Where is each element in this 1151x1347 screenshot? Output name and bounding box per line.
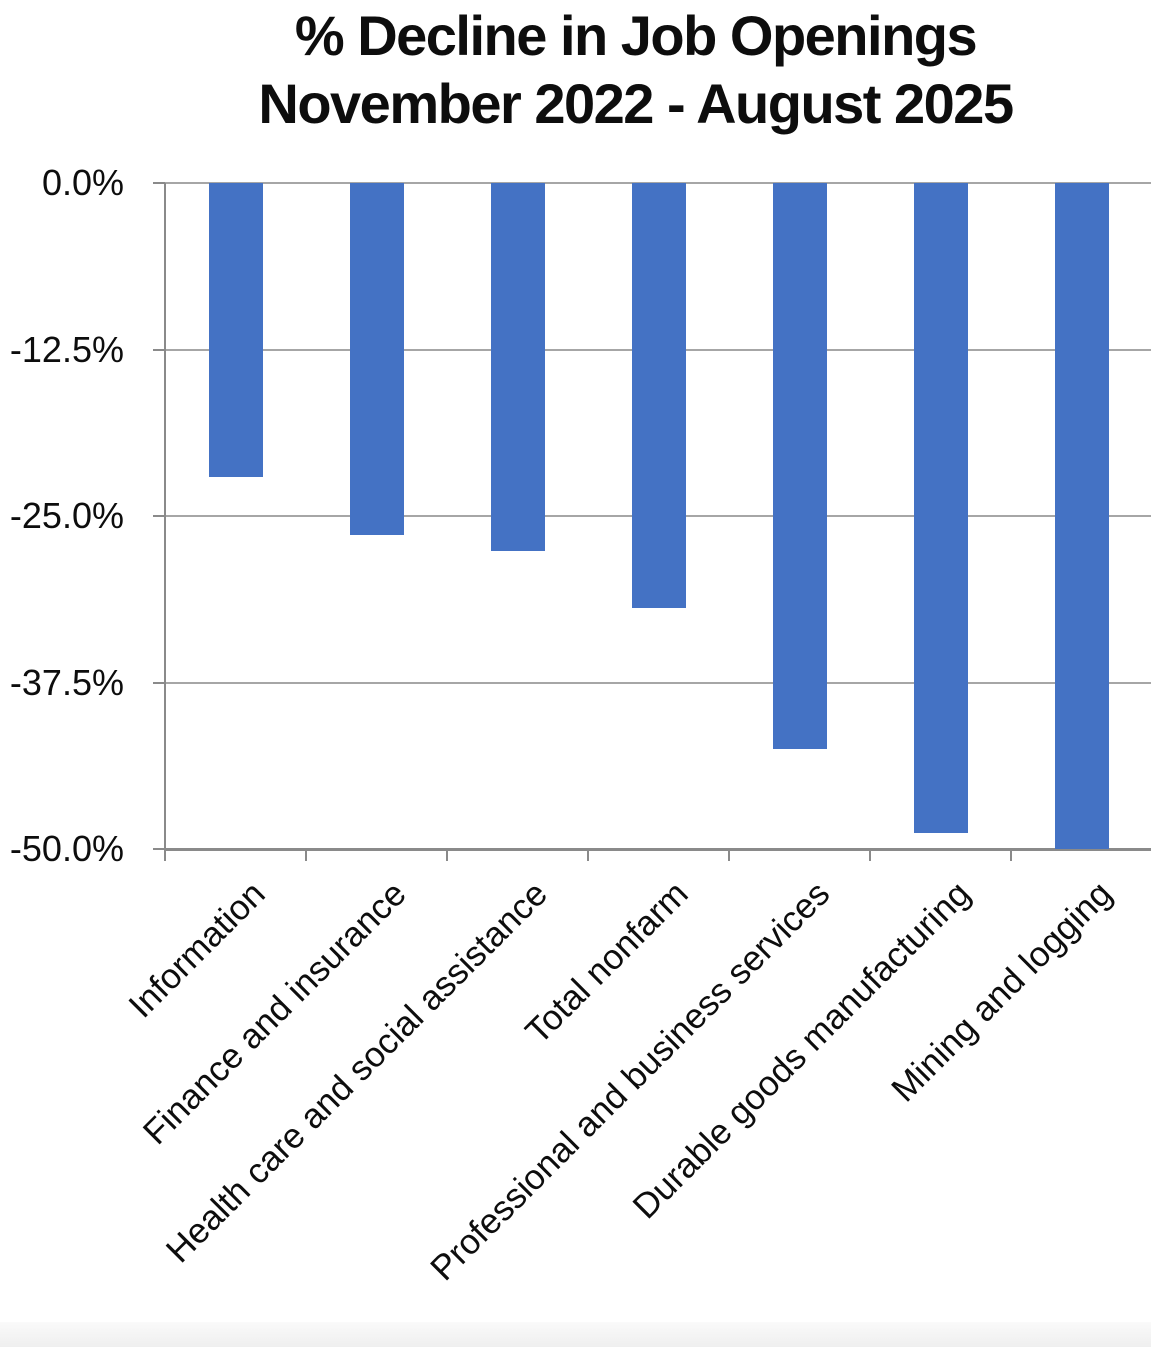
bar-mining-and-logging — [1055, 183, 1109, 849]
bar-health-care-and-social-assistance — [491, 183, 545, 551]
chart-title-line1: % Decline in Job Openings — [294, 4, 978, 67]
bar-durable-goods-manufacturing — [914, 183, 968, 833]
x-axis-tick — [728, 849, 730, 861]
bar-total-nonfarm — [632, 183, 686, 608]
y-tick-label: -12.5% — [9, 328, 124, 370]
x-axis-tick — [164, 849, 166, 861]
bar-information — [209, 183, 263, 477]
x-category-label: Finance and insurance — [136, 874, 415, 1152]
y-tick-label: -25.0% — [9, 495, 124, 536]
x-axis-tick — [587, 849, 589, 861]
gridline — [165, 681, 1151, 684]
x-axis — [164, 848, 1151, 851]
bottom-edge-strip — [0, 1322, 1151, 1347]
y-axis-tick — [153, 515, 165, 517]
bar-professional-and-business-services — [773, 183, 827, 749]
x-axis-tick — [446, 849, 448, 861]
y-tick-label: 0.0% — [41, 162, 124, 203]
y-tick-label: -37.5% — [9, 661, 124, 703]
x-axis-tick — [869, 849, 871, 861]
y-axis — [164, 183, 166, 851]
x-axis-tick — [1010, 849, 1012, 861]
chart-title-line2: November 2022 - August 2025 — [258, 72, 1014, 135]
y-axis-tick — [153, 182, 165, 184]
y-axis-tick — [153, 348, 165, 351]
bar-finance-and-insurance — [350, 183, 404, 535]
y-axis-tick — [153, 848, 165, 850]
y-axis-tick — [153, 681, 165, 684]
y-tick-label: -50.0% — [9, 828, 124, 869]
x-axis-tick — [305, 849, 307, 861]
chart-title: % Decline in Job Openings November 2022 … — [120, 2, 1151, 138]
x-category-label: Information — [121, 874, 274, 1026]
